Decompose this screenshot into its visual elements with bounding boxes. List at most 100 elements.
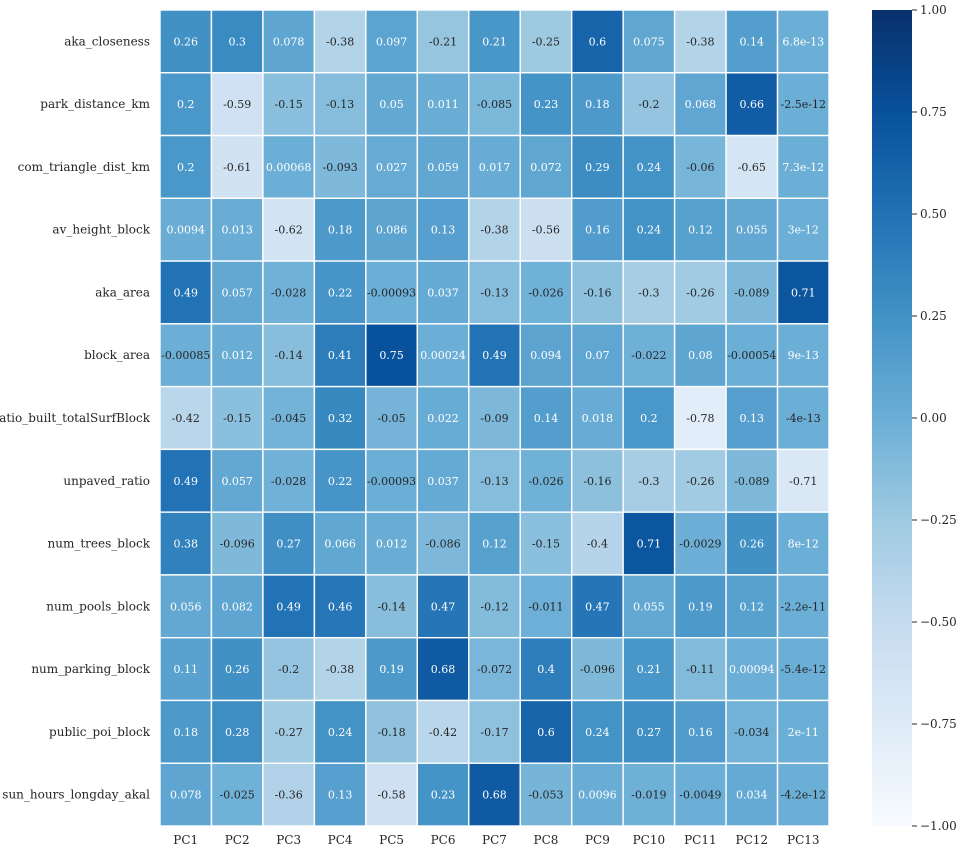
heatmap-cell bbox=[416, 574, 470, 639]
heatmap-cell bbox=[776, 699, 830, 764]
cell-value-label: 0.013 bbox=[221, 224, 253, 237]
cell-value-label: 0.055 bbox=[633, 600, 665, 613]
cell-value-label: -0.00093 bbox=[367, 475, 416, 488]
cell-value-label: -4e-13 bbox=[786, 412, 821, 425]
heatmap-cell bbox=[313, 511, 367, 576]
cell-value-label: -0.78 bbox=[686, 412, 714, 425]
cell-value-label: -0.089 bbox=[734, 475, 769, 488]
cell-value-label: -0.022 bbox=[631, 349, 666, 362]
cell-value-label: 0.32 bbox=[328, 412, 353, 425]
cell-value-label: -0.16 bbox=[583, 286, 611, 299]
cell-value-label: -0.27 bbox=[275, 726, 303, 739]
cell-value-label: 0.6 bbox=[589, 35, 607, 48]
heatmap-cell bbox=[570, 260, 624, 325]
cell-value-label: 0.19 bbox=[688, 600, 713, 613]
column-label: PC7 bbox=[482, 833, 507, 847]
cell-value-label: 0.017 bbox=[479, 161, 511, 174]
cell-value-label: -0.38 bbox=[480, 224, 508, 237]
heatmap-cell bbox=[468, 72, 521, 137]
colorbar-tick-label: 0.00 bbox=[920, 411, 947, 425]
cell-value-label: 0.078 bbox=[170, 789, 202, 802]
heatmap-cell bbox=[468, 574, 521, 639]
cell-value-label: -0.14 bbox=[377, 600, 405, 613]
cell-value-label: 0.011 bbox=[427, 98, 459, 111]
column-label: PC9 bbox=[585, 833, 610, 847]
heatmap-cell bbox=[622, 385, 676, 451]
heatmap-cell bbox=[673, 385, 727, 451]
cell-value-label: 0.00068 bbox=[266, 161, 312, 174]
row-label: block_area bbox=[84, 348, 150, 362]
cell-value-label: 0.23 bbox=[534, 98, 559, 111]
cell-value-label: -0.14 bbox=[275, 349, 303, 362]
cell-value-label: -0.093 bbox=[323, 161, 358, 174]
cell-value-label: 0.22 bbox=[328, 475, 353, 488]
heatmap-cell bbox=[725, 574, 779, 639]
heatmap-cell bbox=[365, 574, 419, 639]
cell-value-label: 0.14 bbox=[534, 412, 559, 425]
cell-value-label: -0.05 bbox=[377, 412, 405, 425]
heatmap-cell bbox=[776, 197, 830, 262]
cell-value-label: -0.38 bbox=[326, 663, 354, 676]
cell-value-label: 0.47 bbox=[431, 600, 456, 613]
heatmap-cell bbox=[262, 385, 316, 451]
heatmap-cell bbox=[365, 72, 419, 137]
cell-value-label: 0.26 bbox=[173, 35, 198, 48]
heatmap-cell bbox=[262, 323, 316, 388]
heatmap-cell bbox=[313, 323, 367, 388]
cell-value-label: -0.096 bbox=[220, 538, 255, 551]
cell-value-label: -0.086 bbox=[425, 538, 460, 551]
colorbar-tick-label: 0.75 bbox=[920, 105, 947, 119]
cell-value-label: 0.05 bbox=[379, 98, 404, 111]
heatmap-cell bbox=[159, 260, 213, 325]
cell-value-label: 0.037 bbox=[427, 475, 459, 488]
heatmap-cell bbox=[210, 134, 264, 200]
cell-value-label: -0.71 bbox=[789, 475, 817, 488]
heatmap-cell bbox=[725, 197, 779, 262]
cell-value-label: -0.3 bbox=[638, 475, 659, 488]
cell-value-label: 0.00024 bbox=[420, 349, 466, 362]
cell-value-label: 0.055 bbox=[736, 224, 768, 237]
cell-value-label: 0.097 bbox=[376, 35, 408, 48]
cell-value-label: -0.42 bbox=[429, 726, 457, 739]
cell-value-label: -0.00054 bbox=[727, 349, 776, 362]
cell-value-label: 0.11 bbox=[173, 663, 198, 676]
row-label: num_trees_block bbox=[48, 537, 151, 551]
heatmap-cell bbox=[365, 699, 419, 764]
cell-value-label: 0.059 bbox=[427, 161, 459, 174]
cell-value-label: 0.086 bbox=[376, 224, 408, 237]
column-label: PC4 bbox=[328, 833, 353, 847]
heatmap-cell bbox=[313, 448, 367, 513]
cell-value-label: -0.3 bbox=[638, 286, 659, 299]
colorbar-tick-label: 0.50 bbox=[920, 207, 947, 221]
heatmap-cell bbox=[570, 574, 624, 639]
heatmap-cell bbox=[519, 762, 573, 827]
colorbar-tick-label: −1.00 bbox=[920, 819, 957, 833]
cell-value-label: -0.06 bbox=[686, 161, 714, 174]
cell-value-label: -0.26 bbox=[686, 286, 714, 299]
column-label: PC2 bbox=[225, 833, 250, 847]
colorbar-tick-label: 0.25 bbox=[920, 309, 947, 323]
cell-value-label: -5.4e-12 bbox=[781, 663, 826, 676]
heatmap-cell bbox=[468, 260, 521, 325]
heatmap-cell bbox=[416, 511, 470, 576]
heatmap-cell bbox=[519, 197, 573, 262]
heatmap-cell bbox=[725, 699, 779, 764]
heatmap-cell bbox=[725, 636, 779, 702]
cell-value-label: -0.38 bbox=[686, 35, 714, 48]
cell-value-label: -0.028 bbox=[271, 286, 306, 299]
cell-value-label: -2.2e-11 bbox=[781, 600, 826, 613]
cell-value-label: 0.71 bbox=[791, 286, 816, 299]
cell-value-label: -0.15 bbox=[275, 98, 303, 111]
heatmap-cell bbox=[416, 385, 470, 451]
cell-value-label: -0.17 bbox=[480, 726, 508, 739]
cell-value-label: -0.0049 bbox=[679, 789, 721, 802]
cell-value-label: 0.26 bbox=[225, 663, 250, 676]
cell-value-label: 0.066 bbox=[324, 538, 356, 551]
row-label: aka_area bbox=[95, 285, 150, 299]
cell-value-label: -0.36 bbox=[275, 789, 303, 802]
heatmap-cell bbox=[570, 323, 624, 388]
cell-value-label: -0.025 bbox=[220, 789, 255, 802]
cell-value-label: -0.21 bbox=[429, 35, 457, 48]
cell-value-label: -4.2e-12 bbox=[781, 789, 826, 802]
